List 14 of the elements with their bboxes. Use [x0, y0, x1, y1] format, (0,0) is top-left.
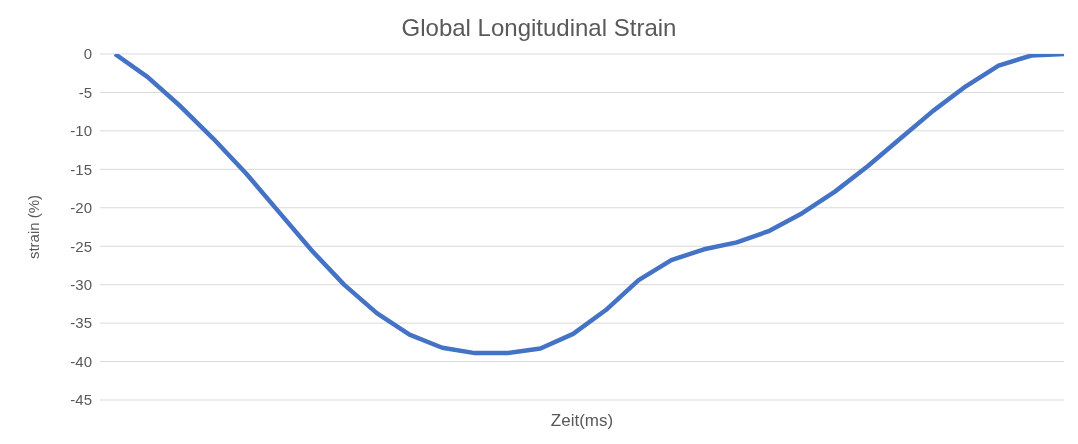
line-series — [112, 54, 1067, 356]
y-tick-label: -40 — [70, 352, 92, 370]
y-axis-title: strain (%) — [25, 194, 43, 260]
y-tick-label: 0 — [83, 45, 92, 63]
y-tick-label: -45 — [70, 391, 92, 409]
y-tick-label: -30 — [70, 275, 92, 293]
y-tick-label: -15 — [70, 160, 92, 178]
y-tick-label: -25 — [70, 237, 92, 255]
y-tick-label: -10 — [70, 122, 92, 140]
y-tick-label: -20 — [70, 199, 92, 217]
chart-title: Global Longitudinal Strain — [401, 14, 677, 41]
y-tick-label: -35 — [70, 314, 92, 332]
y-tick-label: -5 — [78, 83, 92, 101]
x-axis-title: Zeit(ms) — [550, 411, 614, 430]
